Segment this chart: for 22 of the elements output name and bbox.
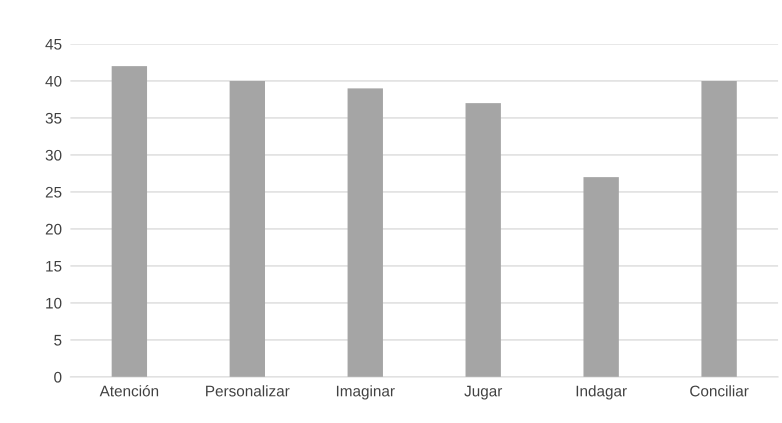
bar xyxy=(701,80,737,377)
bar xyxy=(348,88,383,377)
y-tick-label: 40 xyxy=(45,76,62,87)
y-tick-label: 45 xyxy=(45,39,62,50)
y-tick-label: 20 xyxy=(46,224,62,235)
x-tick-label: Jugar xyxy=(464,386,502,400)
x-tick-label: Personalizar xyxy=(206,385,290,396)
bar xyxy=(583,177,619,377)
bar xyxy=(112,66,148,377)
y-tick-label: 15 xyxy=(46,260,62,272)
bar xyxy=(230,80,265,377)
y-tick-label: 30 xyxy=(46,150,62,161)
y-tick-label: 0 xyxy=(54,372,62,383)
bar xyxy=(466,103,501,377)
y-tick-label: 25 xyxy=(46,186,62,198)
y-tick-label: 5 xyxy=(54,334,62,346)
x-tick-label: Conciliar xyxy=(690,385,749,396)
x-tick-label: Atención xyxy=(100,385,158,396)
x-tick-label: Imaginar xyxy=(336,385,395,400)
y-tick-label: 10 xyxy=(46,298,62,309)
y-tick-label: 35 xyxy=(46,112,62,124)
x-tick-label: Indagar xyxy=(576,385,627,400)
